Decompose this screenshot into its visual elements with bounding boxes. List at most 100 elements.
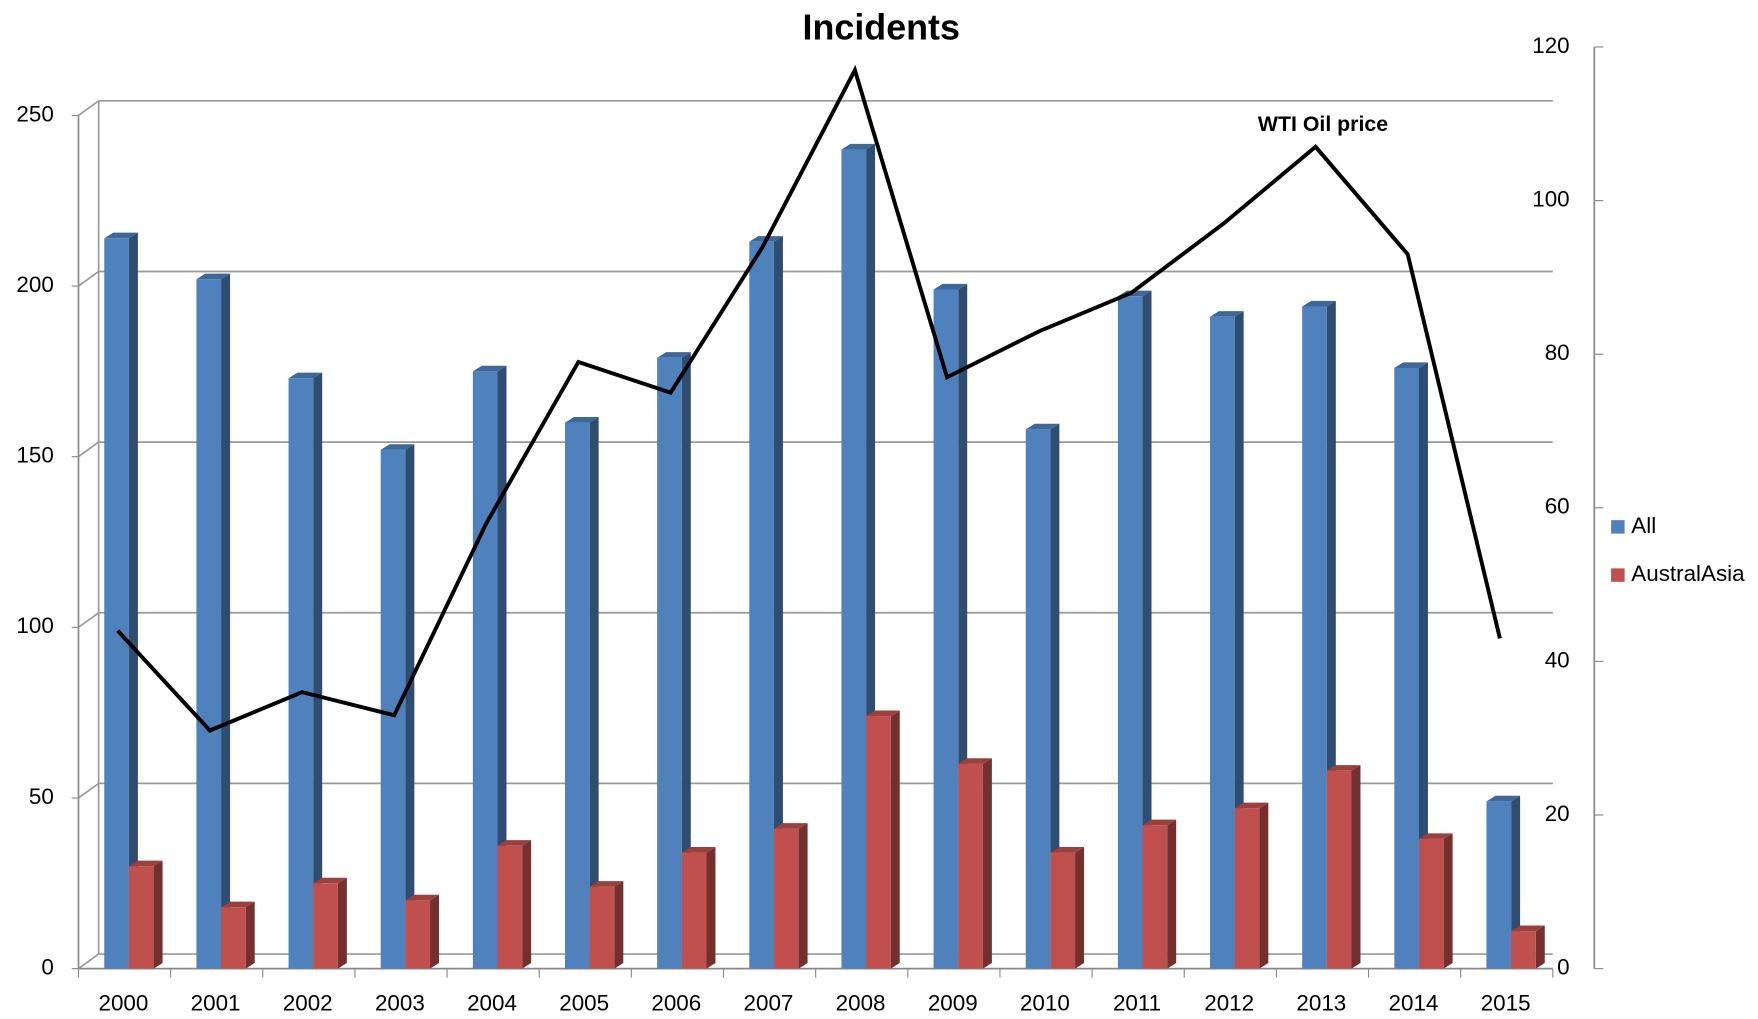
bar-side [1075, 846, 1085, 969]
bar [1117, 296, 1143, 969]
bar [657, 357, 682, 969]
bar [196, 279, 222, 969]
bar [288, 378, 314, 969]
x-tick-label: 2010 [1020, 990, 1070, 1015]
x-tick-label: 2009 [928, 990, 978, 1015]
bar-side [153, 860, 163, 969]
bar [1050, 852, 1076, 969]
legend-swatch [1611, 568, 1625, 582]
bar [565, 422, 590, 969]
bar-side [245, 901, 255, 969]
oil-line [116, 64, 1502, 733]
legend-swatch [1611, 520, 1625, 534]
bar [313, 883, 338, 969]
bar-side [221, 273, 231, 969]
bar-side [1418, 362, 1428, 969]
bar-side [1535, 925, 1545, 969]
x-tick-label: 2000 [99, 990, 149, 1015]
bar [221, 907, 246, 969]
x-tick-label: 2004 [467, 990, 517, 1015]
bar-top [405, 894, 440, 901]
bar-top [1418, 833, 1453, 839]
bar [380, 449, 406, 969]
annotation: WTI Oil price [1258, 112, 1388, 136]
bar-top [1511, 925, 1545, 932]
bar-side [1167, 819, 1177, 969]
bar-side [128, 232, 138, 969]
bar-top [866, 710, 900, 717]
y-tick-label: 200 [16, 272, 53, 297]
bar-side [1351, 765, 1361, 969]
x-tick-label: 2015 [1481, 990, 1531, 1015]
bar [1302, 306, 1327, 969]
bar-side [1050, 423, 1060, 969]
y2-tick-label: 80 [1545, 340, 1570, 365]
bar [104, 238, 129, 969]
bar-top [497, 840, 532, 846]
bar-side [1259, 802, 1269, 969]
bar-top [380, 444, 415, 450]
bar [589, 886, 615, 969]
grid-diagonal [77, 782, 100, 799]
x-tick-label: 2003 [375, 990, 425, 1015]
bar [497, 845, 523, 969]
bar-side [1511, 795, 1521, 969]
bar-top [1486, 795, 1521, 802]
bar [472, 371, 498, 969]
legend-label: AustralAsia [1631, 561, 1745, 586]
bar-top [1050, 846, 1085, 853]
bar-top [841, 143, 876, 150]
bar-top [933, 283, 968, 290]
bar-side [1142, 290, 1152, 969]
bar [1142, 825, 1168, 969]
bar [933, 289, 959, 969]
grid-diagonal [77, 953, 100, 970]
x-tick-label: 2013 [1296, 990, 1346, 1015]
bar-top [128, 860, 163, 867]
bar [1210, 316, 1235, 969]
y2-tick-label: 20 [1545, 801, 1570, 826]
bar-side [614, 881, 624, 969]
x-tick-label: 2011 [1113, 990, 1161, 1015]
x-tick-label: 2005 [559, 990, 609, 1015]
x-tick-label: 2002 [283, 990, 333, 1015]
bar-side [681, 352, 691, 969]
bar [405, 900, 431, 969]
bar-side [589, 416, 599, 969]
bar-top [1210, 311, 1244, 317]
bar [128, 866, 154, 969]
grid-diagonal [77, 612, 100, 629]
bar [681, 852, 707, 969]
x-tick-label: 2007 [744, 990, 794, 1015]
bar-top [288, 372, 323, 379]
bar-side [430, 894, 440, 969]
bar-top [196, 273, 231, 280]
bar [958, 763, 983, 969]
y2-tick-label: 0 [1557, 955, 1569, 980]
bar-side [497, 365, 507, 969]
grid-diagonal [77, 100, 100, 117]
bar-side [706, 846, 716, 969]
bar-side [1443, 833, 1453, 969]
y2-tick-label: 100 [1532, 187, 1569, 212]
grid-diagonal [77, 441, 100, 458]
y-tick-label: 0 [41, 955, 53, 980]
y-tick-label: 150 [16, 443, 53, 468]
bar [1326, 770, 1352, 969]
bar-top [104, 232, 138, 239]
bar-side [337, 877, 347, 969]
bar [773, 828, 799, 969]
grid-diagonal [77, 270, 100, 287]
bar-side [522, 840, 532, 969]
bar-top [221, 901, 255, 908]
bar-top [958, 758, 992, 764]
y-tick-label: 50 [29, 784, 54, 809]
bar-top [1394, 362, 1428, 368]
bar-top [589, 881, 624, 887]
y-tick-label: 100 [16, 613, 53, 638]
bar [1394, 367, 1419, 969]
bar-top [472, 365, 507, 372]
bar-top [565, 416, 599, 423]
bar-side [890, 710, 900, 969]
